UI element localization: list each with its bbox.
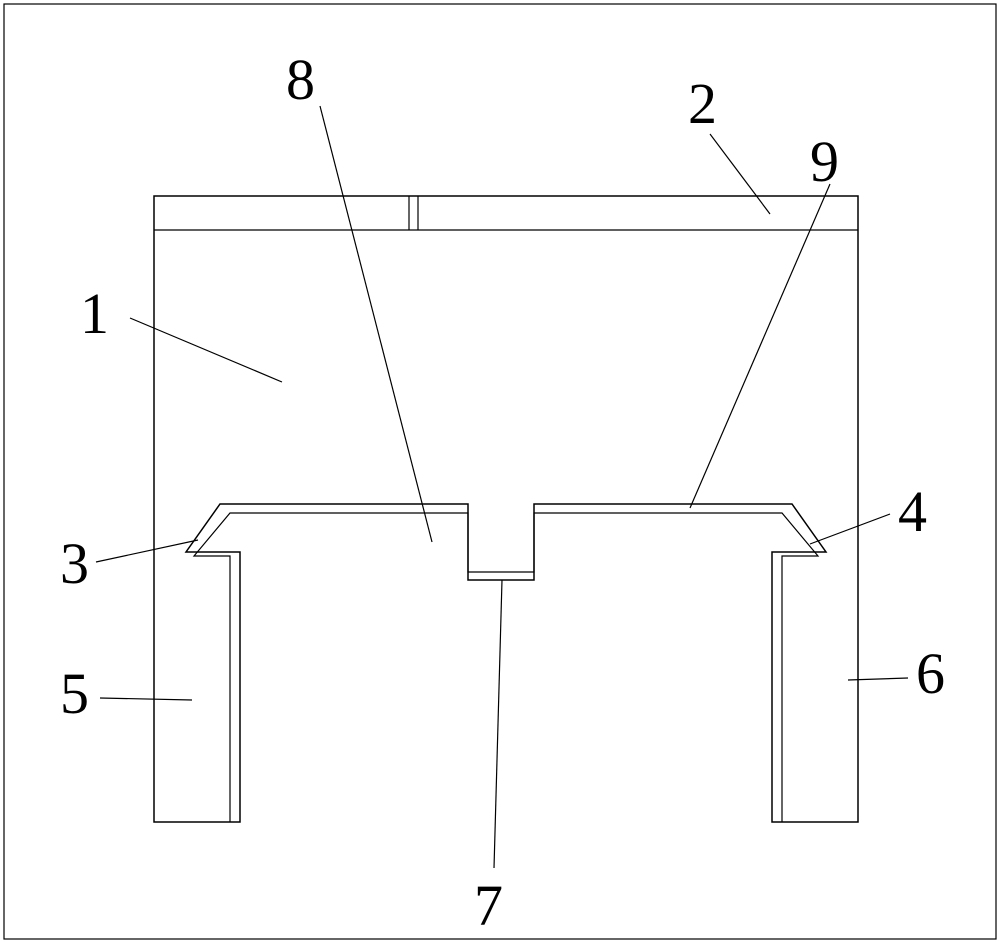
label-5: 5: [60, 660, 89, 727]
leader-9: [690, 184, 830, 508]
label-4: 4: [898, 478, 927, 545]
label-9: 9: [810, 128, 839, 195]
diagram-svg: [0, 0, 1000, 943]
leader-8: [320, 106, 432, 542]
label-1: 1: [80, 280, 109, 347]
part-outline: [154, 196, 858, 822]
diagram-stage: 1 2 3 4 5 6 7 8 9: [0, 0, 1000, 943]
leader-2: [710, 134, 770, 214]
leader-6: [848, 678, 908, 680]
leader-4: [810, 514, 890, 544]
label-8: 8: [286, 46, 315, 113]
label-2: 2: [688, 70, 717, 137]
page-frame: [4, 4, 996, 939]
label-3: 3: [60, 530, 89, 597]
label-7: 7: [474, 872, 503, 939]
inner-offset-line: [194, 513, 818, 822]
leader-3: [96, 540, 198, 562]
leader-1: [130, 318, 282, 382]
leader-7: [494, 580, 502, 868]
label-6: 6: [916, 640, 945, 707]
leader-5: [100, 698, 192, 700]
